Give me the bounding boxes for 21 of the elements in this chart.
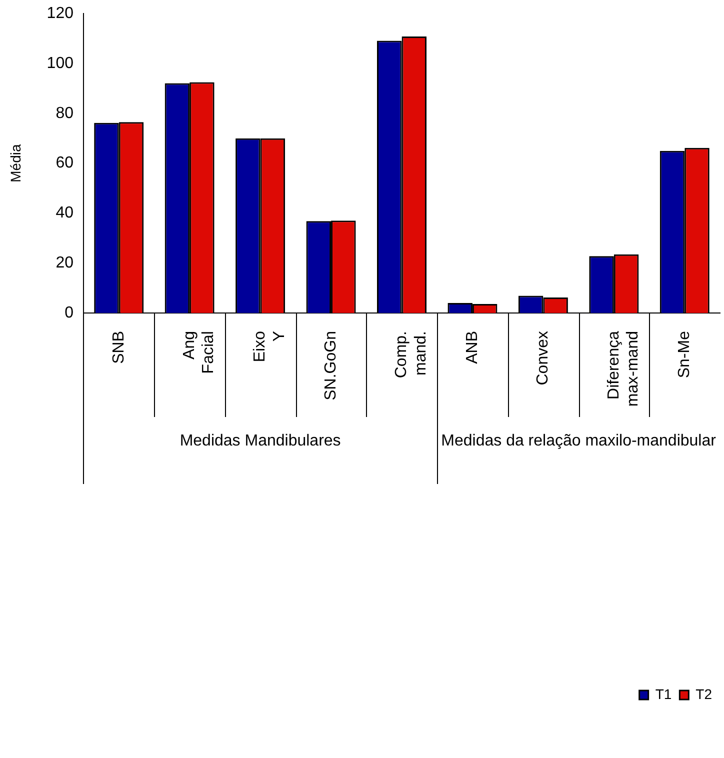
- x-tick-label: ANB: [464, 331, 481, 364]
- legend-label: T2: [696, 686, 712, 702]
- y-tick-label: 120: [46, 5, 74, 22]
- x-tick-label: Sn-Me: [676, 330, 694, 378]
- text: Medidas Mandibulares: [180, 432, 341, 450]
- y-tick-label: 20: [56, 254, 74, 272]
- x-tick-label: SNB: [110, 331, 128, 364]
- x-tick-label: Convex: [534, 331, 552, 386]
- y-tick-label: 80: [56, 104, 74, 122]
- y-tick-label: 60: [56, 154, 74, 172]
- x-tick-label: Eixo Y: [252, 330, 288, 362]
- y-axis-title: Média: [7, 144, 24, 182]
- x-tick-label: Ang Facial: [180, 331, 218, 374]
- y-tick-label: 100: [46, 54, 74, 72]
- y-tick-label: 40: [56, 204, 74, 222]
- x-tick-label: Diferença max-mand: [605, 330, 642, 407]
- x-tick-label: SN.GoGn: [322, 331, 340, 400]
- legend-label: T1: [655, 686, 672, 702]
- text: Medidas da relação maxilo-mandibular: [441, 432, 717, 450]
- y-tick-label: 0: [64, 304, 74, 322]
- x-tick-label: Comp. mand.: [393, 331, 430, 378]
